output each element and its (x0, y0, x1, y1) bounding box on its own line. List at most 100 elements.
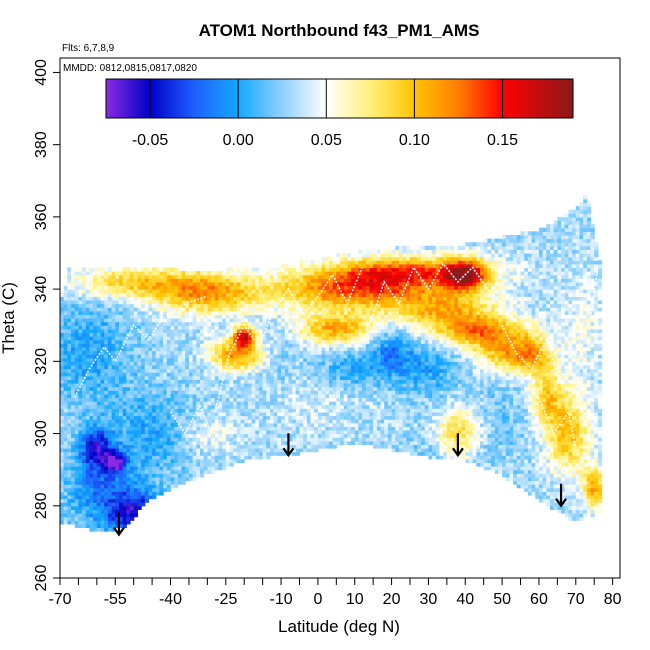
heatmap-cell (343, 372, 348, 377)
heatmap-cell (60, 375, 65, 380)
heatmap-cell (225, 390, 231, 395)
heatmap-cell (107, 426, 113, 431)
heatmap-cell (174, 339, 179, 344)
heatmap-cell (299, 422, 304, 427)
heatmap-cell (255, 383, 260, 388)
heatmap-cell (207, 422, 212, 427)
heatmap-cell (144, 325, 150, 330)
heatmap-cell (211, 429, 216, 435)
heatmap-cell (74, 437, 80, 442)
heatmap-cell (111, 361, 116, 366)
heatmap-cell (144, 314, 150, 319)
heatmap-cell (71, 404, 76, 409)
heatmap-cell (67, 408, 72, 413)
heatmap-cell (74, 455, 80, 460)
heatmap-cell (159, 401, 164, 406)
heatmap-cell (281, 321, 286, 326)
heatmap-cell (207, 404, 212, 409)
heatmap-cell (130, 458, 135, 464)
heatmap-cell (288, 314, 293, 319)
heatmap-cell (104, 473, 109, 478)
heatmap-cell (188, 422, 194, 427)
heatmap-cell (303, 285, 308, 290)
heatmap-cell (159, 469, 164, 474)
heatmap-cell (347, 253, 352, 258)
heatmap-cell (118, 318, 124, 323)
heatmap-cell (137, 393, 142, 399)
heatmap-cell (163, 350, 168, 355)
heatmap-cell (240, 404, 245, 409)
heatmap-cell (155, 419, 161, 424)
heatmap-cell (141, 498, 146, 503)
heatmap-cell (343, 303, 348, 308)
heatmap-cell (159, 289, 164, 294)
heatmap-cell (340, 325, 345, 330)
heatmap-cell (166, 404, 172, 409)
heatmap-cell (93, 520, 98, 525)
heatmap-cell (141, 350, 146, 355)
heatmap-cell (351, 408, 356, 413)
heatmap-cell (174, 310, 179, 315)
heatmap-cell (211, 368, 216, 373)
heatmap-cell (74, 440, 80, 445)
heatmap-cell (111, 318, 116, 323)
heatmap-cell (188, 455, 194, 460)
heatmap-cell (188, 372, 194, 377)
heatmap-cell (177, 422, 183, 427)
heatmap-cell (60, 397, 65, 402)
heatmap-cell (336, 404, 341, 409)
heatmap-cell (281, 404, 286, 409)
heatmap-cell (266, 361, 271, 366)
heatmap-cell (310, 325, 315, 330)
heatmap-cell (317, 307, 323, 312)
heatmap-cell (60, 451, 65, 456)
heatmap-cell (130, 440, 135, 445)
heatmap-cell (130, 307, 135, 312)
heatmap-cell (233, 299, 238, 305)
heatmap-cell (115, 415, 120, 420)
heatmap-cell (122, 411, 127, 417)
heatmap-cell (362, 361, 367, 366)
heatmap-cell (170, 267, 175, 272)
heatmap-cell (203, 411, 208, 417)
heatmap-cell (211, 361, 216, 366)
heatmap-cell (292, 354, 297, 359)
heatmap-cell (236, 375, 242, 380)
heatmap-cell (306, 274, 312, 279)
heatmap-cell (111, 278, 116, 283)
heatmap-cell (133, 271, 138, 276)
heatmap-cell (292, 267, 297, 272)
heatmap-cell (299, 263, 304, 269)
heatmap-cell (233, 325, 238, 330)
heatmap-cell (144, 292, 150, 297)
heatmap-cell (332, 310, 337, 315)
heatmap-cell (166, 299, 172, 305)
heatmap-cell (340, 379, 345, 384)
heatmap-cell (122, 289, 127, 294)
heatmap-cell (74, 325, 80, 330)
heatmap-cell (133, 448, 138, 453)
heatmap-cell (233, 321, 238, 326)
heatmap-cell (277, 325, 282, 330)
flights-note: Flts: 6,7,8,9 (62, 43, 115, 54)
heatmap-cell (218, 437, 223, 442)
heatmap-cell (251, 289, 256, 294)
heatmap-cell (122, 307, 127, 312)
heatmap-cell (115, 466, 120, 471)
heatmap-cell (60, 310, 65, 315)
heatmap-cell (218, 271, 223, 276)
heatmap-cell (107, 325, 113, 330)
heatmap-cell (137, 368, 142, 373)
heatmap-cell (214, 411, 220, 417)
heatmap-cell (347, 328, 352, 334)
heatmap-cell (214, 444, 220, 449)
heatmap-cell (170, 318, 175, 323)
heatmap-cell (255, 292, 260, 297)
heatmap-cell (336, 401, 341, 406)
heatmap-cell (133, 419, 138, 424)
heatmap-cell (67, 289, 72, 294)
heatmap-cell (63, 336, 68, 341)
heatmap-cell (63, 484, 68, 489)
heatmap-cell (85, 426, 91, 431)
heatmap-cell (340, 383, 345, 388)
